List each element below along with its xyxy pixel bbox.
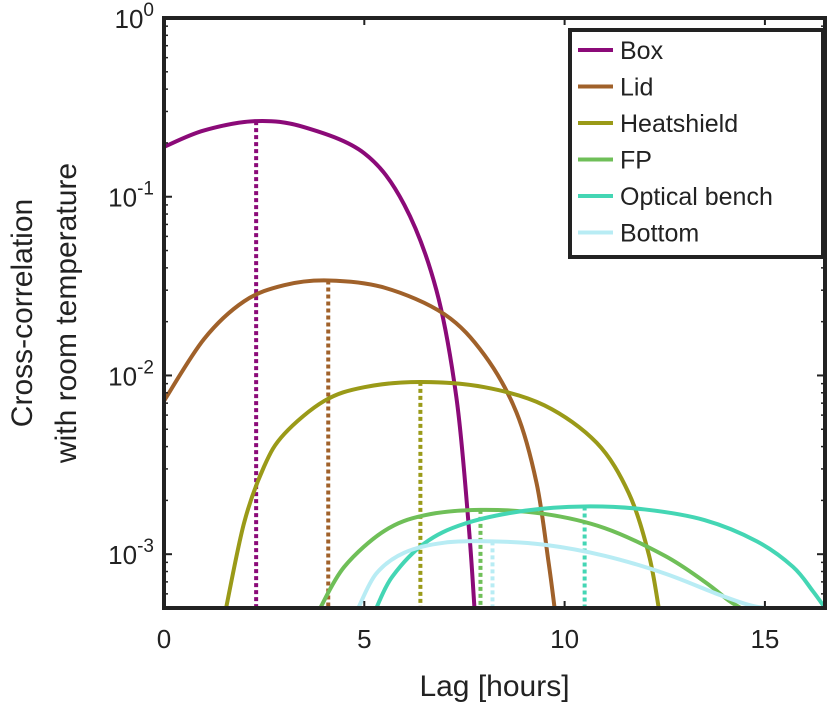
series-layer [164,118,825,608]
y-tick-label: 10-2 [108,357,154,391]
legend-label-bottom: Bottom [620,220,699,248]
x-tick-label: 10 [550,624,579,654]
axes-layer: 0 5 10 15 10-3 10-2 10-1 100 Lag [hours] Cross-co… [6,0,827,703]
y-axis-title-line: Cross-correlation [6,199,39,427]
series-line-lid [164,278,557,608]
legend-label-fp: FP [620,147,652,175]
legend-box [568,28,825,259]
x-tick-label: 15 [750,624,779,654]
series-line-heatshield [224,379,661,608]
legend-label-heatshield: Heatshield [620,110,738,138]
x-axis-title: Lag [hours] [419,670,569,703]
y-tick-label: 10-3 [108,536,154,570]
x-tick-label: 5 [357,624,371,654]
legend-label-lid: Lid [620,74,653,102]
series-line-bottom [356,539,766,608]
axes-frame [162,16,827,610]
y-axis-title-line: with room temperature [50,163,83,464]
y-tick-label: 100 [115,0,155,34]
legend: Box Lid Heatshield FP Optical bench Bottom [568,28,825,259]
series-line-box [164,118,477,608]
legend-label-optical-bench: Optical bench [620,183,773,211]
y-tick-label: 10-1 [108,179,154,213]
series-line-fp [318,507,742,608]
x-tick-label: 0 [157,624,171,654]
legend-label-box: Box [620,37,664,65]
